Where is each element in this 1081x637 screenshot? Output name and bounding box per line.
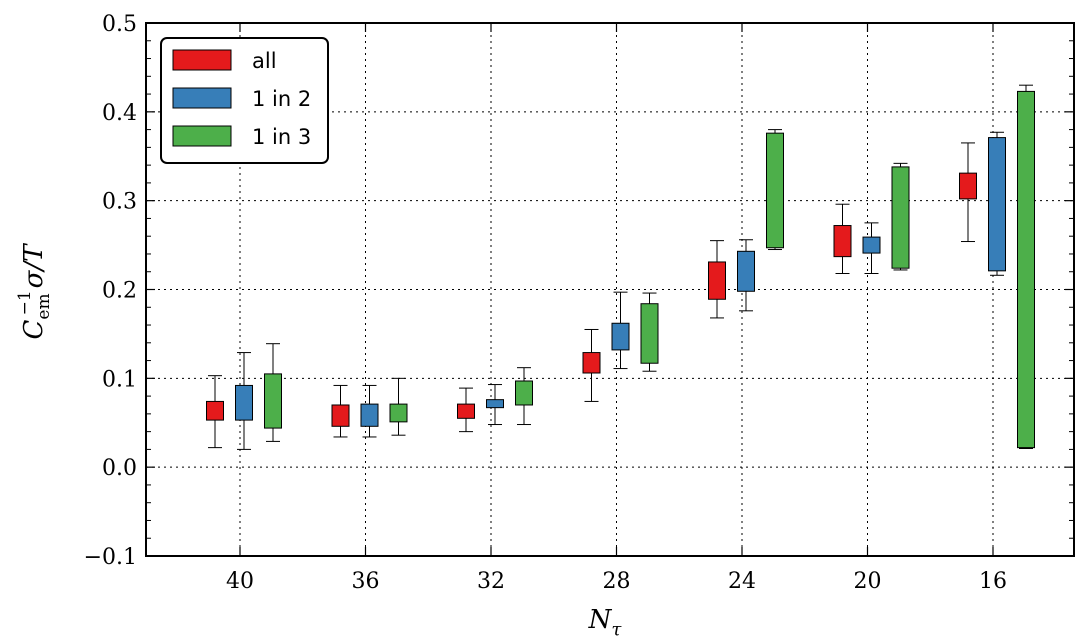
box-1-in-2-28 <box>611 291 630 370</box>
legend-item: 1 in 3 <box>172 125 311 149</box>
box-all-24 <box>708 240 726 319</box>
y-tick-label: −0.1 <box>84 545 137 570</box>
box-1-in-2-40 <box>235 352 253 450</box>
y-tick-label: 0.4 <box>102 101 137 126</box>
box-1-in-3-20 <box>891 162 910 271</box>
legend-label: 1 in 2 <box>252 87 311 111</box>
y-axis-label: Cem−1σ/T <box>15 243 54 340</box>
box-all-20 <box>833 203 852 275</box>
box-all-28 <box>582 328 601 402</box>
box-body <box>862 236 881 254</box>
box-1-in-2-20 <box>862 222 881 275</box>
box-body <box>640 303 659 364</box>
box-all-40 <box>206 375 224 449</box>
box-body <box>582 352 601 374</box>
y-tick-label: 0.0 <box>102 456 137 481</box>
box-body <box>959 172 977 200</box>
plot-boxes <box>206 84 1035 450</box>
legend-label: 1 in 3 <box>252 125 311 149</box>
x-axis-label: Nτ <box>588 605 623 637</box>
box-1-in-3-32 <box>515 367 533 426</box>
legend-swatch <box>172 125 232 147</box>
legend-item: all <box>172 49 277 73</box>
box-1-in-2-32 <box>486 384 504 426</box>
grid-lines <box>146 23 1074 556</box>
box-body <box>891 166 910 269</box>
box-body <box>988 137 1006 272</box>
x-tick-label: 40 <box>226 569 254 594</box>
x-tick-label: 36 <box>352 569 380 594</box>
x-tick-label: 16 <box>979 569 1007 594</box>
box-all-32 <box>457 387 475 433</box>
x-tick-label: 28 <box>603 569 631 594</box>
box-1-in-3-16 <box>1017 84 1035 450</box>
box-body <box>486 399 504 409</box>
legend-swatch <box>172 49 232 71</box>
box-1-in-2-36 <box>360 384 379 438</box>
box-1-in-2-16 <box>988 131 1006 276</box>
box-body <box>264 373 282 429</box>
x-tick-label: 32 <box>477 569 505 594</box>
box-body <box>766 132 784 249</box>
legend-swatch <box>172 87 232 109</box>
box-body <box>1017 90 1035 449</box>
box-body <box>611 322 630 351</box>
x-tick-label: 20 <box>854 569 882 594</box>
box-body <box>737 250 755 292</box>
legend: all 1 in 2 1 in 3 <box>160 37 329 164</box>
axis-ticks: −0.1 0.0 0.1 0.2 0.3 0.4 0.5 40 36 32 28 24 20 16 <box>84 12 1074 594</box>
box-body <box>833 225 852 258</box>
box-body <box>389 403 408 423</box>
box-1-in-3-28 <box>640 292 659 372</box>
legend-item: 1 in 2 <box>172 87 311 111</box>
y-tick-label: 0.1 <box>102 367 137 392</box>
box-body <box>235 384 253 421</box>
box-body <box>457 403 475 419</box>
legend-label: all <box>252 49 277 73</box>
y-tick-label: 0.3 <box>102 190 137 215</box>
box-1-in-3-24 <box>766 129 784 251</box>
box-1-in-3-40 <box>264 343 282 442</box>
box-1-in-3-36 <box>389 377 408 436</box>
box-body <box>708 261 726 300</box>
box-all-36 <box>331 384 350 438</box>
box-body <box>360 403 379 427</box>
box-body <box>206 400 224 421</box>
y-tick-label: 0.5 <box>102 12 137 37</box>
box-1-in-2-24 <box>737 239 755 312</box>
y-tick-label: 0.2 <box>102 279 137 304</box>
x-tick-label: 24 <box>728 569 756 594</box>
box-body <box>331 404 350 427</box>
box-all-16 <box>959 142 977 243</box>
box-body <box>515 380 533 406</box>
